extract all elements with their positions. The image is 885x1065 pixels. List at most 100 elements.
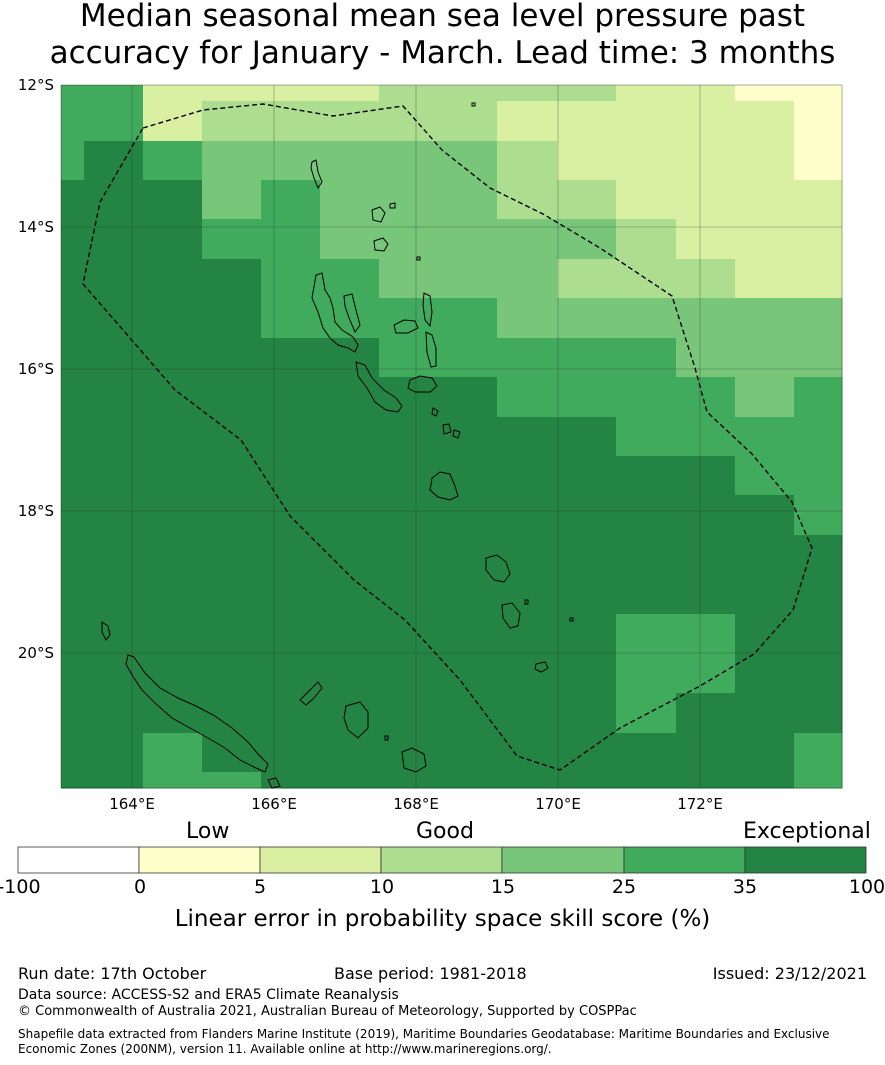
skill-cell — [676, 101, 736, 142]
skill-cell — [676, 693, 736, 734]
skill-cell — [320, 141, 380, 181]
tiga-island — [384, 735, 389, 741]
skill-cell — [676, 377, 736, 418]
skill-cell — [143, 377, 203, 418]
aneityum-island — [534, 661, 549, 673]
aniwa-island — [524, 599, 529, 605]
epi-island — [431, 407, 439, 417]
skill-cell — [61, 535, 85, 575]
skill-cell — [261, 85, 321, 102]
skill-cell — [320, 180, 380, 220]
skill-cell — [735, 298, 795, 339]
skill-cell — [143, 259, 203, 299]
skill-cell — [202, 574, 262, 615]
skill-cell — [261, 693, 321, 734]
skill-cell — [676, 733, 736, 773]
skill-cell — [438, 180, 498, 220]
skill-cell — [202, 417, 262, 457]
skill-cell — [320, 85, 380, 102]
skill-cell — [557, 377, 617, 418]
skill-cell — [438, 85, 498, 102]
skill-cell — [794, 259, 843, 299]
skill-cell — [84, 693, 144, 734]
skill-cell — [84, 535, 144, 575]
skill-cell — [61, 85, 85, 102]
skill-cell — [497, 85, 558, 102]
efate-island — [429, 471, 459, 501]
colorbar-tick-label: 100 — [848, 876, 885, 898]
lon-label: 166°E — [251, 795, 297, 813]
skill-cell — [794, 85, 843, 102]
skill-cell — [202, 298, 262, 339]
copyright-notice: © Commonwealth of Australia 2021, Austra… — [18, 1004, 637, 1019]
skill-cell — [497, 574, 558, 615]
skill-cell — [676, 85, 736, 102]
skill-cell — [261, 141, 321, 181]
skill-cell — [735, 654, 795, 694]
skill-cell — [438, 219, 498, 260]
skill-cell — [676, 298, 736, 339]
mare-island — [401, 747, 427, 773]
skill-cell — [84, 180, 144, 220]
colorbar-category-good: Good — [416, 819, 474, 844]
merelava-island — [416, 256, 421, 261]
base-period: Base period: 1981-2018 — [334, 964, 527, 983]
new-caledonia-grande-terre — [125, 654, 269, 773]
skill-cell — [261, 298, 321, 339]
skill-cell — [438, 693, 498, 734]
skill-cell — [379, 654, 439, 694]
skill-cell — [794, 298, 843, 339]
futuna-island — [569, 617, 574, 622]
skill-cell — [616, 693, 677, 734]
skill-cell — [438, 733, 498, 773]
map-frame — [60, 84, 843, 789]
skill-cell — [379, 456, 439, 496]
skill-cell — [320, 733, 380, 773]
matthew-island — [471, 102, 476, 107]
graticule — [61, 85, 842, 788]
skill-cell — [438, 495, 498, 536]
skill-cell — [202, 693, 262, 734]
skill-cell — [497, 456, 558, 496]
lon-label: 168°E — [393, 795, 439, 813]
skill-cell — [379, 733, 439, 773]
skill-cell — [676, 772, 736, 789]
skill-cell — [202, 180, 262, 220]
skill-cell — [320, 101, 380, 142]
skill-cell — [557, 85, 617, 102]
skill-cell — [202, 772, 262, 789]
skill-cell — [616, 417, 677, 457]
skill-cell — [320, 417, 380, 457]
colorbar-tick-label: 5 — [253, 876, 267, 898]
colorbar-tick-label: -100 — [0, 876, 41, 898]
lon-label: 164°E — [109, 795, 155, 813]
skill-cell — [379, 614, 439, 655]
skill-cell — [379, 85, 439, 102]
skill-cell — [202, 377, 262, 418]
skill-cell — [794, 733, 843, 773]
skill-cell — [84, 141, 144, 181]
skill-cell — [61, 101, 85, 142]
eez-boundary — [82, 103, 813, 771]
skill-cell — [497, 693, 558, 734]
malo-island — [343, 293, 361, 334]
colorbar-segment — [623, 846, 746, 874]
skill-cell — [320, 535, 380, 575]
skill-cell — [616, 85, 677, 102]
ouvea-island — [299, 681, 323, 706]
skill-cell — [616, 495, 677, 536]
skill-cell — [61, 733, 85, 773]
skill-cell — [438, 614, 498, 655]
torres-islands — [310, 159, 323, 190]
skill-cell — [84, 338, 144, 378]
skill-cell — [676, 180, 736, 220]
maewo-island — [422, 292, 433, 328]
skill-cell — [320, 614, 380, 655]
skill-cell — [557, 298, 617, 339]
skill-cell — [735, 614, 795, 655]
skill-grid-cells — [61, 85, 843, 789]
shapefile-credit-line-2: Economic Zones (200NM), version 11. Avai… — [18, 1042, 552, 1056]
skill-cell — [61, 180, 85, 220]
skill-cell — [261, 574, 321, 615]
skill-cell — [261, 338, 321, 378]
